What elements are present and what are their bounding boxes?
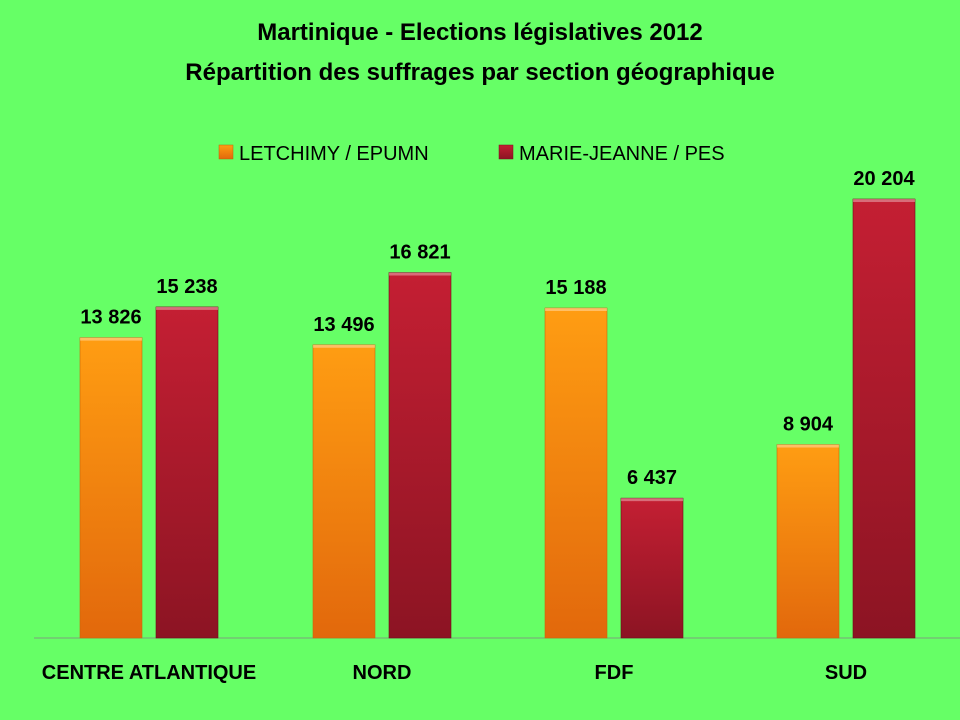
category-label-sud: SUD bbox=[825, 662, 867, 684]
bar-highlight bbox=[621, 498, 683, 502]
bar-highlight bbox=[777, 444, 839, 448]
chart-subtitle: Répartition des suffrages par section gé… bbox=[185, 59, 774, 86]
legend-label-marie-jeanne: MARIE-JEANNE / PES bbox=[519, 143, 725, 165]
bar-nord-letchimy bbox=[312, 344, 376, 639]
chart-title: Martinique - Elections législatives 2012 bbox=[257, 19, 703, 46]
value-label-nord-letchimy: 13 496 bbox=[313, 314, 374, 336]
value-labels: 13 826 15 238 13 496 16 821 15 188 6 437 8 904… bbox=[80, 168, 915, 489]
category-label-fdf: FDF bbox=[595, 662, 634, 684]
bar-centre-atlantique-marie-jeanne bbox=[155, 306, 219, 639]
bar-highlight bbox=[156, 306, 218, 310]
category-label-centre-atlantique: CENTRE ATLANTIQUE bbox=[42, 662, 256, 684]
bar-highlight bbox=[313, 344, 375, 348]
bar-highlight bbox=[853, 199, 915, 203]
category-label-nord: NORD bbox=[353, 662, 412, 684]
legend-swatch-marie-jeanne bbox=[498, 144, 514, 160]
legend: LETCHIMY / EPUMN MARIE-JEANNE / PES bbox=[218, 143, 725, 165]
legend-swatch-letchimy bbox=[218, 144, 234, 160]
bars bbox=[79, 198, 916, 639]
value-label-centre-atlantique-letchimy: 13 826 bbox=[80, 307, 141, 329]
bar-sud-letchimy bbox=[776, 444, 840, 639]
value-label-sud-letchimy: 8 904 bbox=[783, 414, 834, 436]
bar-nord-marie-jeanne bbox=[388, 272, 452, 639]
value-label-fdf-marie-jeanne: 6 437 bbox=[627, 467, 677, 489]
bar-sud-marie-jeanne bbox=[852, 198, 916, 639]
bar-fdf-marie-jeanne bbox=[620, 497, 684, 639]
value-label-sud-marie-jeanne: 20 204 bbox=[853, 168, 915, 190]
bar-highlight bbox=[545, 308, 607, 312]
bar-highlight bbox=[80, 337, 142, 341]
bar-highlight bbox=[389, 272, 451, 276]
value-label-nord-marie-jeanne: 16 821 bbox=[389, 242, 450, 264]
bar-fdf-letchimy bbox=[544, 307, 608, 639]
legend-label-letchimy: LETCHIMY / EPUMN bbox=[239, 143, 429, 165]
bar-centre-atlantique-letchimy bbox=[79, 337, 143, 639]
value-label-fdf-letchimy: 15 188 bbox=[545, 277, 606, 299]
category-labels: CENTRE ATLANTIQUE NORD FDF SUD bbox=[42, 662, 867, 684]
value-label-centre-atlantique-marie-jeanne: 15 238 bbox=[156, 276, 217, 298]
